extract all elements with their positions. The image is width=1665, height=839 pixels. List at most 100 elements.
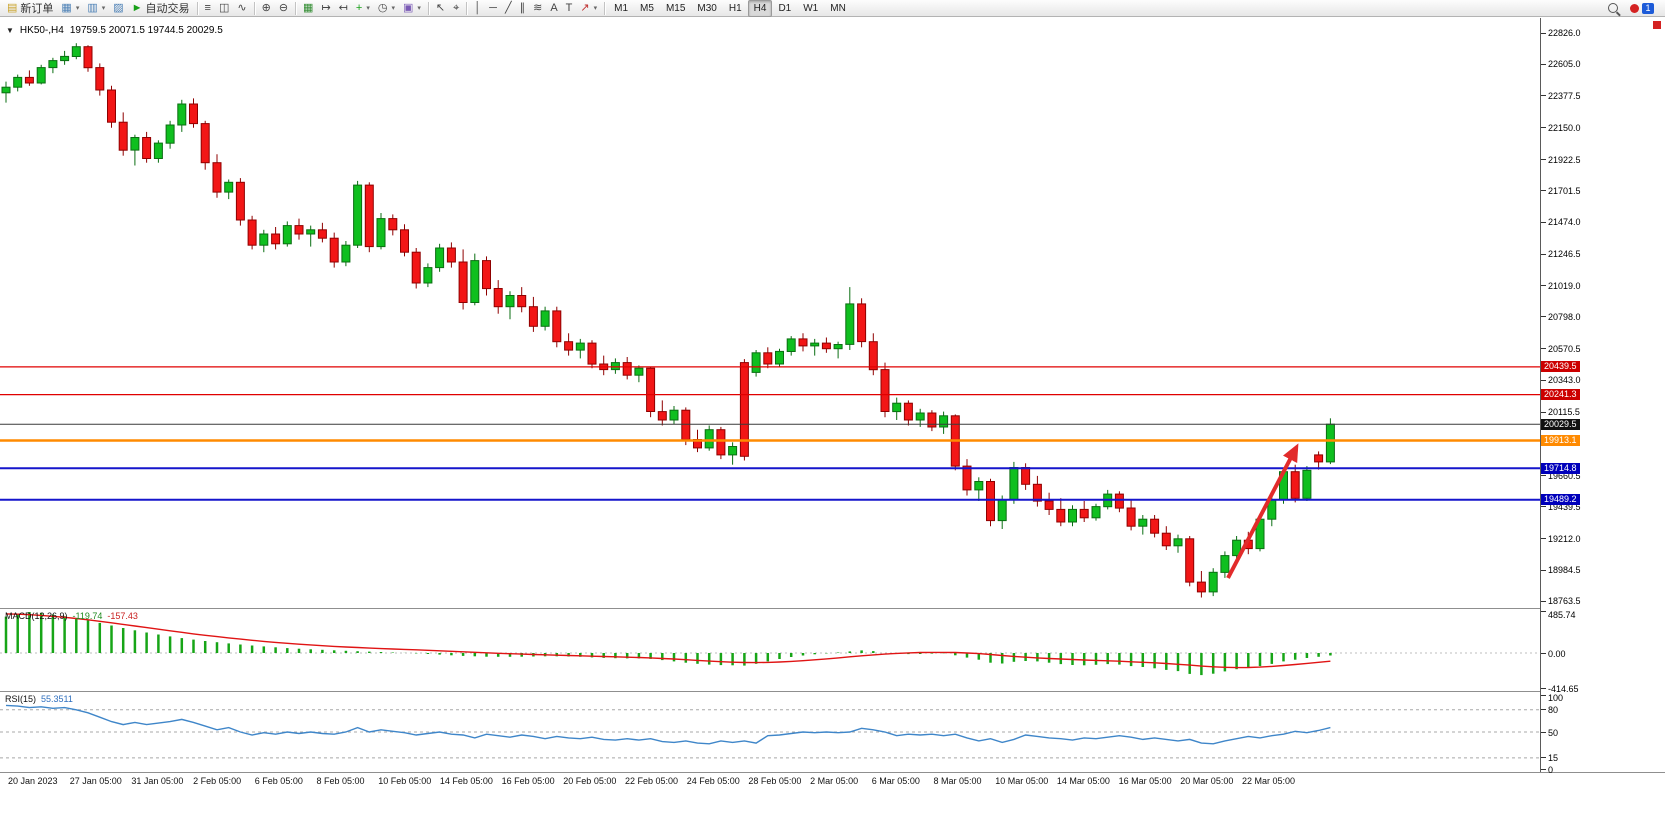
new-order-icon: ▤	[7, 1, 18, 14]
data-window-button[interactable]: ▨	[109, 0, 127, 17]
price-tick-label: 21246.5	[1548, 249, 1581, 260]
rsi-value: 55.3511	[41, 694, 73, 704]
line-chart-button[interactable]: ∿	[233, 0, 250, 17]
time-axis-label: 14 Mar 05:00	[1056, 776, 1110, 786]
rsi-tick-mark	[1541, 694, 1546, 696]
time-axis-label: 27 Jan 05:00	[69, 776, 122, 786]
bar-chart-button[interactable]: ≡	[201, 0, 215, 17]
collapse-icon[interactable]: ▼	[6, 26, 14, 35]
price-badge: 20439.5	[1541, 361, 1580, 373]
new-order-button[interactable]: ▤ 新订单	[3, 0, 57, 17]
price-tick-mark	[1541, 600, 1546, 602]
horizontal-line-button[interactable]: ─	[485, 0, 501, 17]
chart-title: ▼ HK50-,H4 19759.5 20071.5 19744.5 20029…	[6, 25, 223, 36]
price-tick-mark	[1541, 379, 1546, 381]
timeframe-m1[interactable]: M1	[614, 2, 629, 14]
text-label-button[interactable]: T	[562, 0, 577, 17]
horizontal-line-icon: ─	[489, 1, 497, 14]
macd-name: MACD(12,26,9)	[5, 611, 68, 621]
text-icon: A	[550, 1, 558, 14]
price-axis-line	[1540, 18, 1541, 772]
chart-shift-button[interactable]: ↤	[335, 0, 352, 17]
toolbar-separator	[295, 1, 297, 15]
alerts-button[interactable]: 1	[1626, 0, 1658, 17]
timeframe-d1[interactable]: D1	[778, 2, 792, 14]
zoom-out-button[interactable]: ⊖	[275, 0, 292, 17]
profiles-button[interactable]: ▥	[83, 0, 109, 17]
candlestick-chart-icon: ◫	[218, 1, 230, 14]
price-tick-label: 20343.0	[1548, 375, 1581, 386]
price-tick-label: 22826.0	[1548, 28, 1581, 39]
fibonacci-button[interactable]: ≋	[529, 0, 546, 17]
timeframe-m30[interactable]: M30	[697, 2, 717, 14]
templates-icon: ▣	[402, 1, 414, 14]
price-tick-mark	[1541, 221, 1546, 223]
price-tick-label: 20115.5	[1548, 407, 1580, 418]
templates-button[interactable]: ▣	[399, 0, 425, 17]
zoom-in-button[interactable]: ⊕	[258, 0, 275, 17]
macd-tick-mark	[1541, 611, 1546, 613]
time-axis-label: 22 Mar 05:00	[1242, 776, 1296, 786]
price-badge: 20029.5	[1541, 418, 1580, 430]
time-axis-label: 6 Mar 05:00	[871, 776, 920, 786]
price-tick-label: 18763.5	[1548, 596, 1581, 607]
trendline-icon: ╱	[504, 1, 512, 14]
price-tick-mark	[1541, 316, 1546, 318]
time-axis[interactable]: 20 Jan 2023 27 Jan 05:00 31 Jan 05:00 2 Feb…	[0, 773, 1665, 790]
time-axis-label: 28 Feb 05:00	[748, 776, 802, 786]
price-tick-mark	[1541, 411, 1546, 413]
tile-windows-button[interactable]: ▦	[299, 0, 317, 17]
text-button[interactable]: A	[546, 0, 561, 17]
crosshair-button[interactable]: ⌖	[449, 0, 463, 17]
timeframe-m5[interactable]: M5	[640, 2, 654, 14]
macd-main-value: -119.74	[72, 611, 103, 621]
price-tick-label: 19439.5	[1548, 501, 1581, 512]
timeframe-mn[interactable]: MN	[830, 2, 846, 14]
profiles-icon: ▥	[87, 1, 98, 14]
vertical-line-icon: │	[474, 1, 482, 14]
price-badge: 19913.1	[1541, 435, 1580, 446]
trendline-button[interactable]: ╱	[501, 0, 516, 17]
macd-signal-value: -157.43	[107, 611, 138, 621]
auto-scroll-button[interactable]: ↦	[317, 0, 334, 17]
chart-shift-icon: ↤	[338, 1, 348, 14]
zoom-out-icon: ⊖	[278, 1, 289, 14]
rsi-panel-divider[interactable]	[0, 691, 1665, 692]
timeframe-h1[interactable]: H1	[728, 2, 742, 14]
macd-panel[interactable]: MACD(12,26,9) -119.74 -157.43	[0, 609, 1540, 691]
rsi-tick-mark	[1541, 768, 1546, 770]
algo-trading-button[interactable]: ► 自动交易	[128, 0, 194, 17]
price-tick-label: 20798.0	[1548, 311, 1581, 322]
algo-trading-icon: ►	[131, 1, 143, 14]
price-tick-mark	[1541, 95, 1546, 97]
data-window-icon: ▨	[113, 1, 124, 14]
macd-panel-divider[interactable]	[0, 608, 1665, 609]
arrows-button[interactable]: ↗	[576, 0, 601, 17]
time-axis-label: 10 Mar 05:00	[995, 776, 1049, 786]
vertical-line-button[interactable]: │	[470, 0, 485, 17]
algo-trading-button-label: 自动交易	[145, 3, 190, 15]
rsi-tick-mark	[1541, 757, 1546, 759]
candlestick-chart-button[interactable]: ◫	[215, 0, 233, 17]
cursor-button[interactable]: ↖	[432, 0, 449, 17]
main-chart[interactable]: ▼ HK50-,H4 19759.5 20071.5 19744.5 20029…	[0, 18, 1540, 608]
equidistant-channel-button[interactable]: ∥	[516, 0, 530, 17]
indicators-icon: +	[355, 1, 363, 14]
timeframe-h4[interactable]: H4	[747, 0, 773, 17]
periods-button[interactable]: ◷	[374, 0, 399, 17]
price-tick-mark	[1541, 159, 1546, 161]
new-order-button-label: 新订单	[20, 3, 54, 15]
toolbar-separator	[466, 1, 468, 15]
time-axis-label: 2 Feb 05:00	[193, 776, 242, 786]
symbol-period-label: HK50-,H4	[19, 25, 64, 36]
new-chart-button[interactable]: ▦	[57, 0, 83, 17]
price-scale[interactable]: 22826.0 22605.0 22377.5 22150.0 21922.5 21701…	[1541, 18, 1665, 775]
indicators-button[interactable]: +	[352, 0, 374, 17]
timeframe-w1[interactable]: W1	[803, 2, 819, 14]
timeframe-m15[interactable]: M15	[665, 2, 686, 14]
time-axis-label: 2 Mar 05:00	[810, 776, 859, 786]
price-tick-label: 21474.0	[1548, 217, 1581, 228]
search-button[interactable]	[1604, 0, 1622, 17]
rsi-panel[interactable]: RSI(15) 55.3511	[0, 692, 1540, 772]
